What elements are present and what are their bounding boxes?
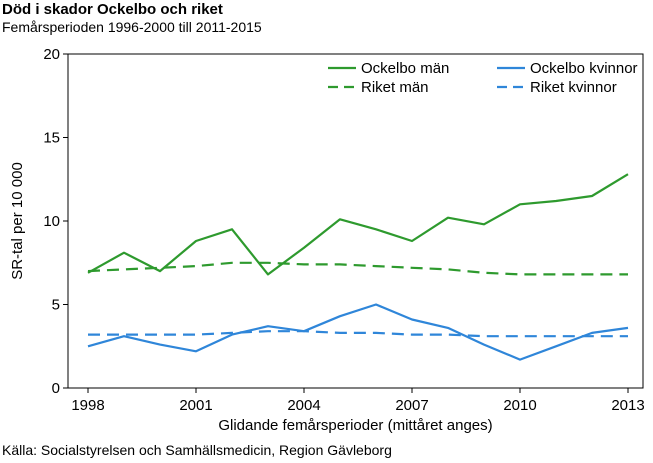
chart-title: Död i skador Ockelbo och riket (2, 1, 223, 18)
legend-label: Ockelbo kvinnor (530, 60, 638, 77)
legend-label: Ockelbo män (361, 60, 449, 77)
source-note: Källa: Socialstyrelsen och Samhällsmedic… (2, 442, 392, 458)
series-line-4 (88, 330, 628, 338)
x-tick-label: 2001 (179, 397, 212, 414)
y-tick-label: 0 (52, 380, 60, 397)
x-tick-label: 2013 (611, 397, 644, 414)
plot-frame (67, 53, 644, 389)
y-tick-label: 10 (43, 213, 60, 230)
x-tick-label: 2010 (503, 397, 536, 414)
x-tick-label: 1998 (71, 397, 104, 414)
x-tick-label: 2007 (395, 397, 428, 414)
y-axis-title: SR-tal per 10 000 (9, 162, 26, 280)
chart-subtitle: Femårsperioden 1996-2000 till 2011-2015 (2, 19, 262, 35)
series-line-2 (87, 303, 629, 361)
x-axis-title: Glidande femårsperioder (mittåret anges) (218, 417, 492, 434)
x-tick-label: 2004 (287, 397, 320, 414)
y-tick-label: 5 (52, 297, 60, 314)
y-tick-label: 20 (43, 46, 60, 63)
series-line-3 (87, 261, 628, 276)
y-tick-label: 15 (43, 130, 60, 147)
legend-label: Riket kvinnor (530, 79, 617, 96)
legend-label: Riket män (361, 79, 429, 96)
series-line-1 (87, 173, 629, 276)
